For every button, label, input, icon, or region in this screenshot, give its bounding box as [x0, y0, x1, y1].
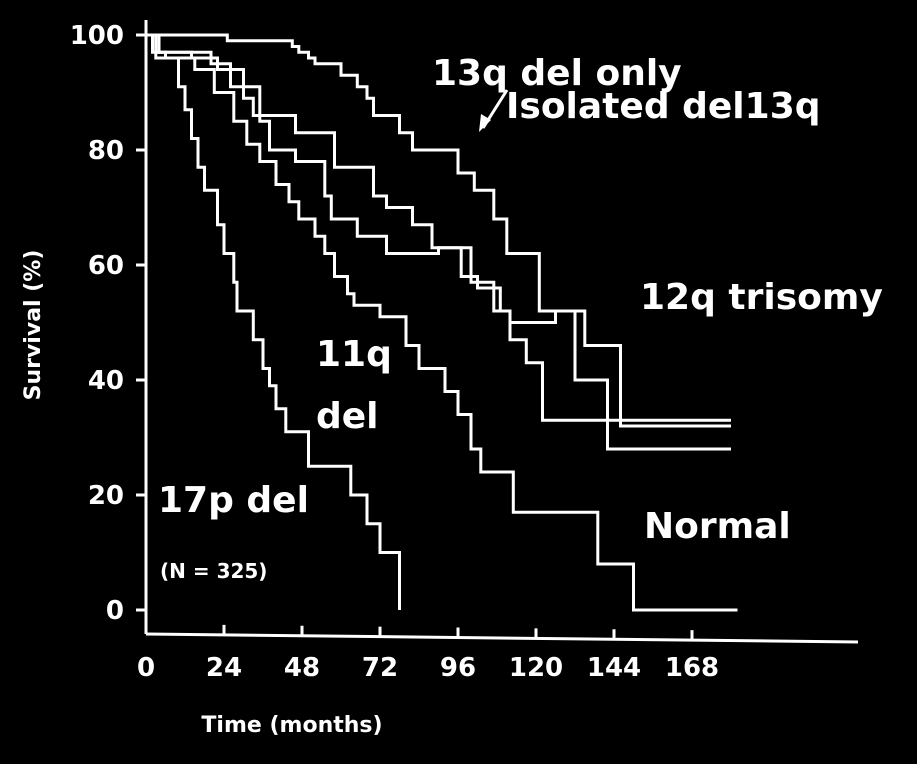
curve-13q-del-only	[146, 33, 731, 428]
y-axis: 0 20 40 60 80 100	[70, 20, 148, 634]
y-tick-label: 0	[106, 596, 124, 626]
x-tick-label: 120	[509, 653, 563, 683]
sample-size-note: (N = 325)	[160, 559, 267, 583]
y-tick-label: 20	[88, 481, 124, 511]
curve-17p-del	[146, 33, 401, 610]
del13q-arrow-head	[479, 114, 491, 132]
annotation-isolated-del13q: Isolated del13q	[506, 86, 821, 127]
x-tick-label: 144	[587, 653, 641, 683]
curve-normal	[146, 33, 731, 422]
x-axis-title: Time (months)	[201, 713, 382, 738]
curve-12q-trisomy	[146, 33, 731, 451]
series-label-12q-trisomy: 12q trisomy	[640, 277, 883, 318]
x-tick-label: 168	[665, 653, 719, 683]
x-tick-label: 0	[137, 653, 155, 683]
survival-curves	[146, 33, 738, 612]
x-tick-label: 96	[440, 653, 476, 683]
x-tick-label: 72	[362, 653, 398, 683]
series-label-13q-del-only: 13q del only	[432, 53, 682, 94]
x-axis: 0 24 48 72 96 120 144 168	[137, 624, 859, 683]
y-tick-label: 60	[88, 251, 124, 281]
y-axis-title: Survival (%)	[21, 250, 46, 401]
series-label-normal: Normal	[644, 506, 791, 547]
y-tick-label: 40	[88, 366, 124, 396]
x-tick-label: 24	[206, 653, 242, 683]
x-tick-label: 48	[284, 653, 320, 683]
curve-11q-del	[146, 33, 738, 612]
y-tick-label: 100	[70, 21, 124, 51]
series-label-11q-del-line2: del	[316, 396, 379, 437]
x-axis-line	[145, 632, 859, 644]
y-tick-label: 80	[88, 136, 124, 166]
series-label-11q-del-line1: 11q	[316, 334, 392, 375]
series-label-17p-del: 17p del	[158, 480, 309, 521]
